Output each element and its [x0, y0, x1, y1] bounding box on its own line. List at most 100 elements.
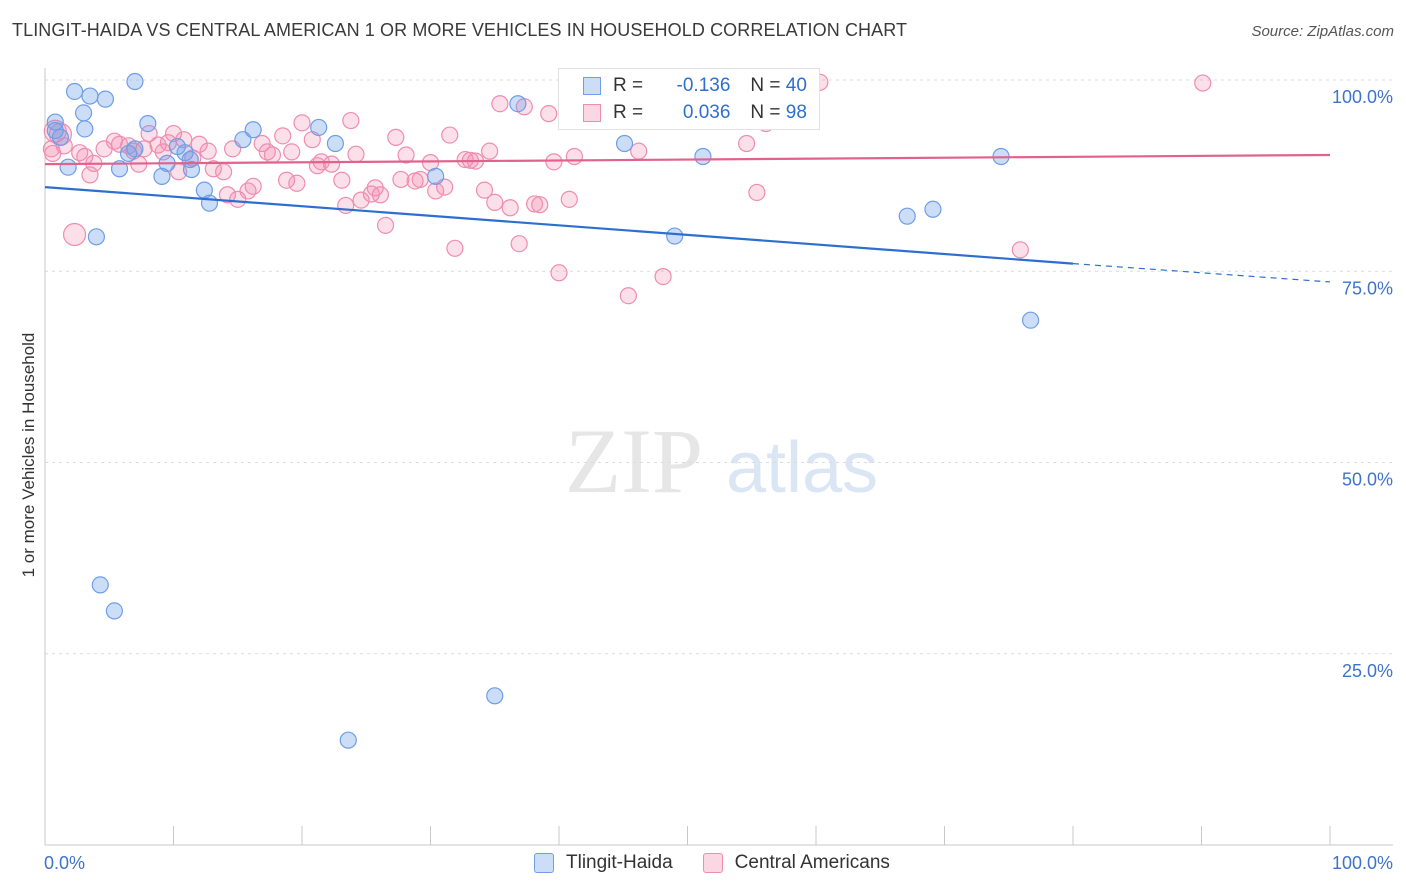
central-point	[1011, 241, 1029, 259]
legend-r-label: R =	[613, 102, 644, 123]
central-point	[411, 170, 429, 189]
series-swatch-tlingit	[534, 853, 554, 873]
central-point	[258, 143, 276, 161]
x-tick-label: 0.0%	[44, 853, 85, 873]
central-point	[397, 146, 415, 164]
central-point	[486, 193, 504, 211]
central-point	[199, 142, 217, 160]
legend-r-value-central: 0.036	[682, 102, 731, 123]
central-point	[347, 145, 365, 163]
series-swatch-central	[702, 853, 723, 873]
tlingit-point	[91, 576, 109, 594]
central-point	[164, 124, 183, 143]
watermark-zip: ZIP	[565, 410, 703, 512]
tlingit-point	[898, 207, 916, 225]
central-point	[446, 239, 464, 257]
central-point	[277, 171, 296, 189]
tlingit-trendline-extension	[1072, 263, 1331, 283]
tlingit-point	[65, 82, 84, 101]
tlingit-point	[234, 131, 252, 149]
tlingit-point	[46, 113, 64, 131]
central-point	[481, 142, 499, 160]
central-point	[283, 143, 301, 161]
tlingit-point	[96, 90, 114, 108]
series-legend: Tlingit-Haida Central Americans	[534, 852, 920, 874]
series-legend-item-tlingit[interactable]: Tlingit-Haida	[534, 852, 673, 874]
tlingit-point	[76, 120, 94, 138]
central-point	[738, 134, 756, 153]
correlation-legend: R = -0.136 N = 40 R = 0.036 N = 98	[558, 68, 820, 130]
tlingit-point	[200, 194, 219, 212]
tlingit-trendline	[44, 186, 1074, 265]
tlingit-point	[310, 118, 328, 137]
central-point	[253, 134, 271, 153]
tlingit-point	[1021, 311, 1040, 329]
legend-n-label: N =	[750, 75, 781, 96]
legend-swatch-tlingit	[583, 77, 601, 95]
central-point	[55, 137, 73, 155]
y-tick-label: 25.0%	[1342, 661, 1393, 681]
central-point	[239, 182, 257, 200]
central-point	[630, 142, 648, 160]
tlingit-point	[486, 687, 504, 705]
tlingit-point	[74, 104, 93, 122]
legend-r-value-tlingit: -0.136	[676, 75, 731, 96]
tlingit-point	[139, 115, 157, 133]
central-point	[376, 216, 395, 234]
tlingit-point	[666, 227, 684, 245]
tlingit-point	[427, 167, 445, 185]
central-point	[540, 105, 558, 123]
central-point	[215, 163, 233, 181]
central-point	[204, 160, 222, 178]
tlingit-point	[105, 602, 123, 620]
series-legend-item-central[interactable]: Central Americans	[702, 852, 890, 874]
tlingit-point	[126, 140, 144, 158]
central-point	[510, 235, 528, 253]
tlingit-point	[615, 134, 634, 153]
central-point	[441, 126, 459, 144]
tlingit-point	[126, 72, 144, 91]
central-point	[62, 222, 87, 247]
tlingit-point	[694, 147, 712, 166]
central-point	[550, 264, 568, 282]
central-point	[263, 146, 282, 164]
central-point	[218, 186, 237, 204]
tlingit-point	[59, 158, 77, 176]
central-point	[322, 155, 341, 173]
central-point	[293, 114, 311, 132]
central-point	[565, 147, 584, 166]
central-point	[387, 128, 405, 146]
tlingit-point	[339, 731, 357, 749]
central-point	[135, 140, 153, 158]
chart-source: Source: ZipAtlas.com	[1251, 23, 1394, 40]
chart-title: TLINGIT-HAIDA VS CENTRAL AMERICAN 1 OR M…	[12, 20, 908, 40]
central-point	[352, 191, 370, 209]
tlingit-point	[182, 160, 201, 179]
tlingit-point	[509, 95, 527, 113]
series-name-central: Central Americans	[734, 852, 890, 873]
series-name-tlingit: Tlingit-Haida	[566, 852, 673, 873]
central-point	[619, 287, 637, 305]
tlingit-point	[153, 167, 171, 185]
central-point	[1194, 74, 1212, 92]
central-point	[371, 186, 389, 204]
central-point	[274, 127, 292, 145]
legend-row-central: R = 0.036 N = 98	[583, 100, 807, 126]
central-point	[501, 199, 519, 217]
legend-row-tlingit: R = -0.136 N = 40	[583, 73, 807, 99]
legend-n-value-tlingit: 40	[785, 75, 807, 96]
central-point	[342, 111, 360, 130]
central-point	[392, 170, 410, 189]
legend-swatch-central	[583, 104, 601, 122]
central-point	[333, 171, 351, 189]
central-point	[525, 195, 544, 213]
central-point	[337, 196, 355, 215]
central-point	[475, 181, 494, 199]
central-point	[427, 182, 445, 200]
tlingit-point	[51, 128, 70, 146]
central-point	[288, 174, 306, 192]
central-point	[531, 196, 549, 214]
central-point	[491, 95, 509, 113]
y-tick-label: 75.0%	[1342, 278, 1393, 298]
central-trendline	[44, 153, 1331, 166]
